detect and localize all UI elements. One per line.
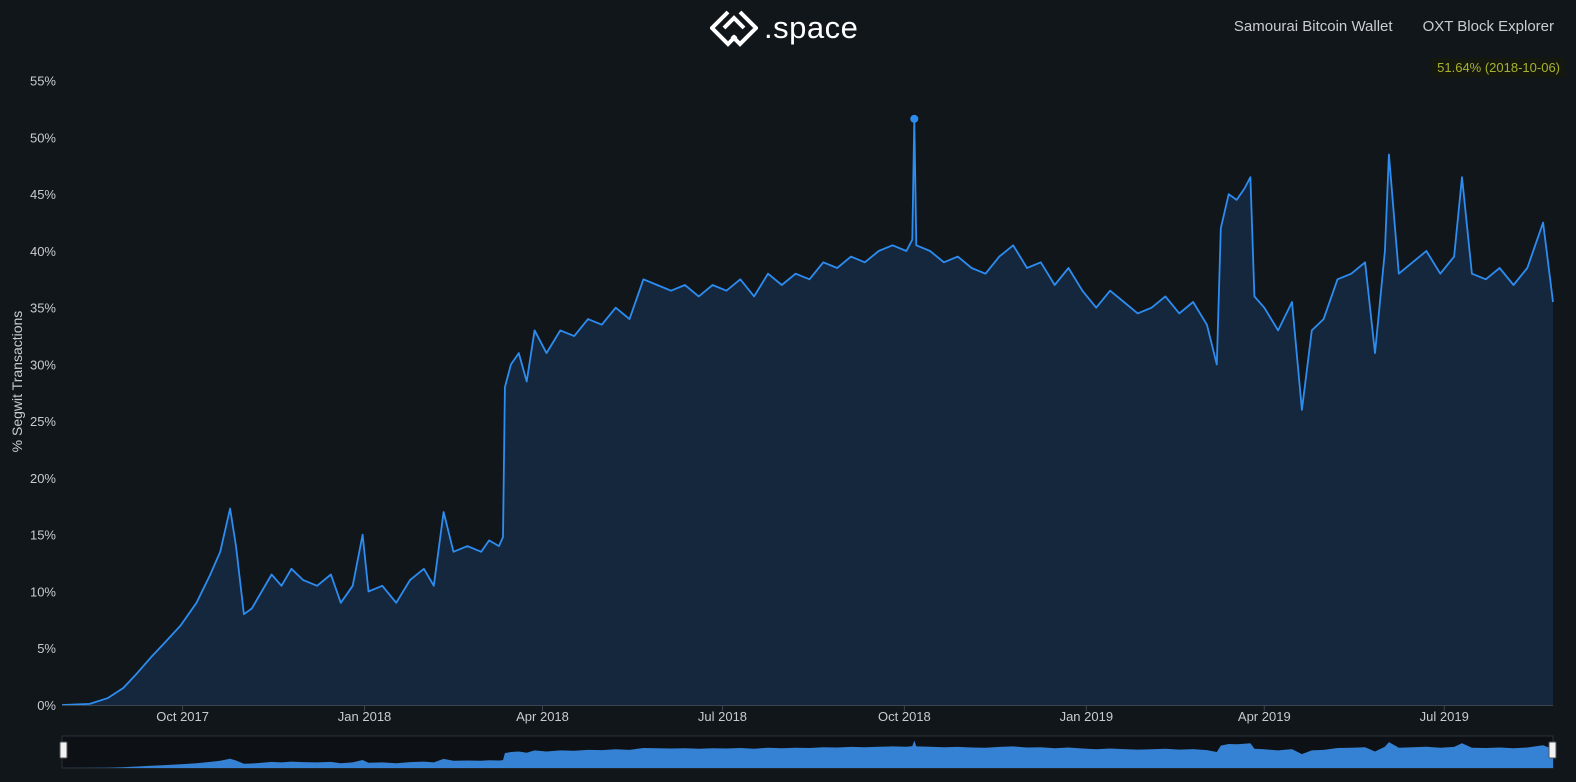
- nav-link-samourai-wallet[interactable]: Samourai Bitcoin Wallet: [1233, 18, 1393, 35]
- y-tick-label: 50%: [30, 130, 56, 145]
- x-tick-label: Oct 2017: [156, 709, 209, 724]
- highlight-point[interactable]: [910, 114, 919, 123]
- y-tick-label: 5%: [37, 641, 56, 656]
- value-readout: 51.64% (2018-10-06): [1431, 58, 1566, 77]
- x-tick-label: Jul 2018: [698, 709, 747, 724]
- y-tick-label: 20%: [30, 471, 56, 486]
- y-tick-label: 10%: [30, 584, 56, 599]
- top-nav: Samourai Bitcoin Wallet OXT Block Explor…: [1234, 18, 1554, 35]
- y-tick-label: 0%: [37, 698, 56, 713]
- y-tick-label: 15%: [30, 528, 56, 543]
- y-tick-label: 45%: [30, 187, 56, 202]
- y-tick-label: 30%: [30, 357, 56, 372]
- x-tick-label: Jan 2018: [338, 709, 392, 724]
- y-tick-label: 35%: [30, 301, 56, 316]
- navigator-area: [62, 740, 1553, 768]
- x-tick-label: Apr 2019: [1238, 709, 1291, 724]
- header: .space Samourai Bitcoin Wallet OXT Block…: [0, 0, 1576, 56]
- logo-text: .space: [764, 10, 859, 45]
- x-tick-label: Oct 2018: [878, 709, 931, 724]
- logo[interactable]: .space: [710, 8, 858, 48]
- series-area: [62, 118, 1553, 706]
- y-tick-label: 25%: [30, 414, 56, 429]
- x-tick-label: Apr 2018: [516, 709, 569, 724]
- y-axis-title: % Segwit Transactions: [9, 311, 25, 453]
- range-navigator[interactable]: [59, 735, 1557, 769]
- y-tick-label: 55%: [30, 74, 56, 89]
- y-tick-label: 40%: [30, 244, 56, 259]
- nav-link-oxt-explorer[interactable]: OXT Block Explorer: [1422, 18, 1554, 35]
- navigator-handle-right[interactable]: [1548, 741, 1557, 759]
- x-tick-label: Jul 2019: [1420, 709, 1469, 724]
- logo-icon: [710, 10, 758, 47]
- navigator-handle-left[interactable]: [59, 741, 68, 759]
- series-line: [61, 117, 1554, 706]
- x-tick-label: Jan 2019: [1060, 709, 1114, 724]
